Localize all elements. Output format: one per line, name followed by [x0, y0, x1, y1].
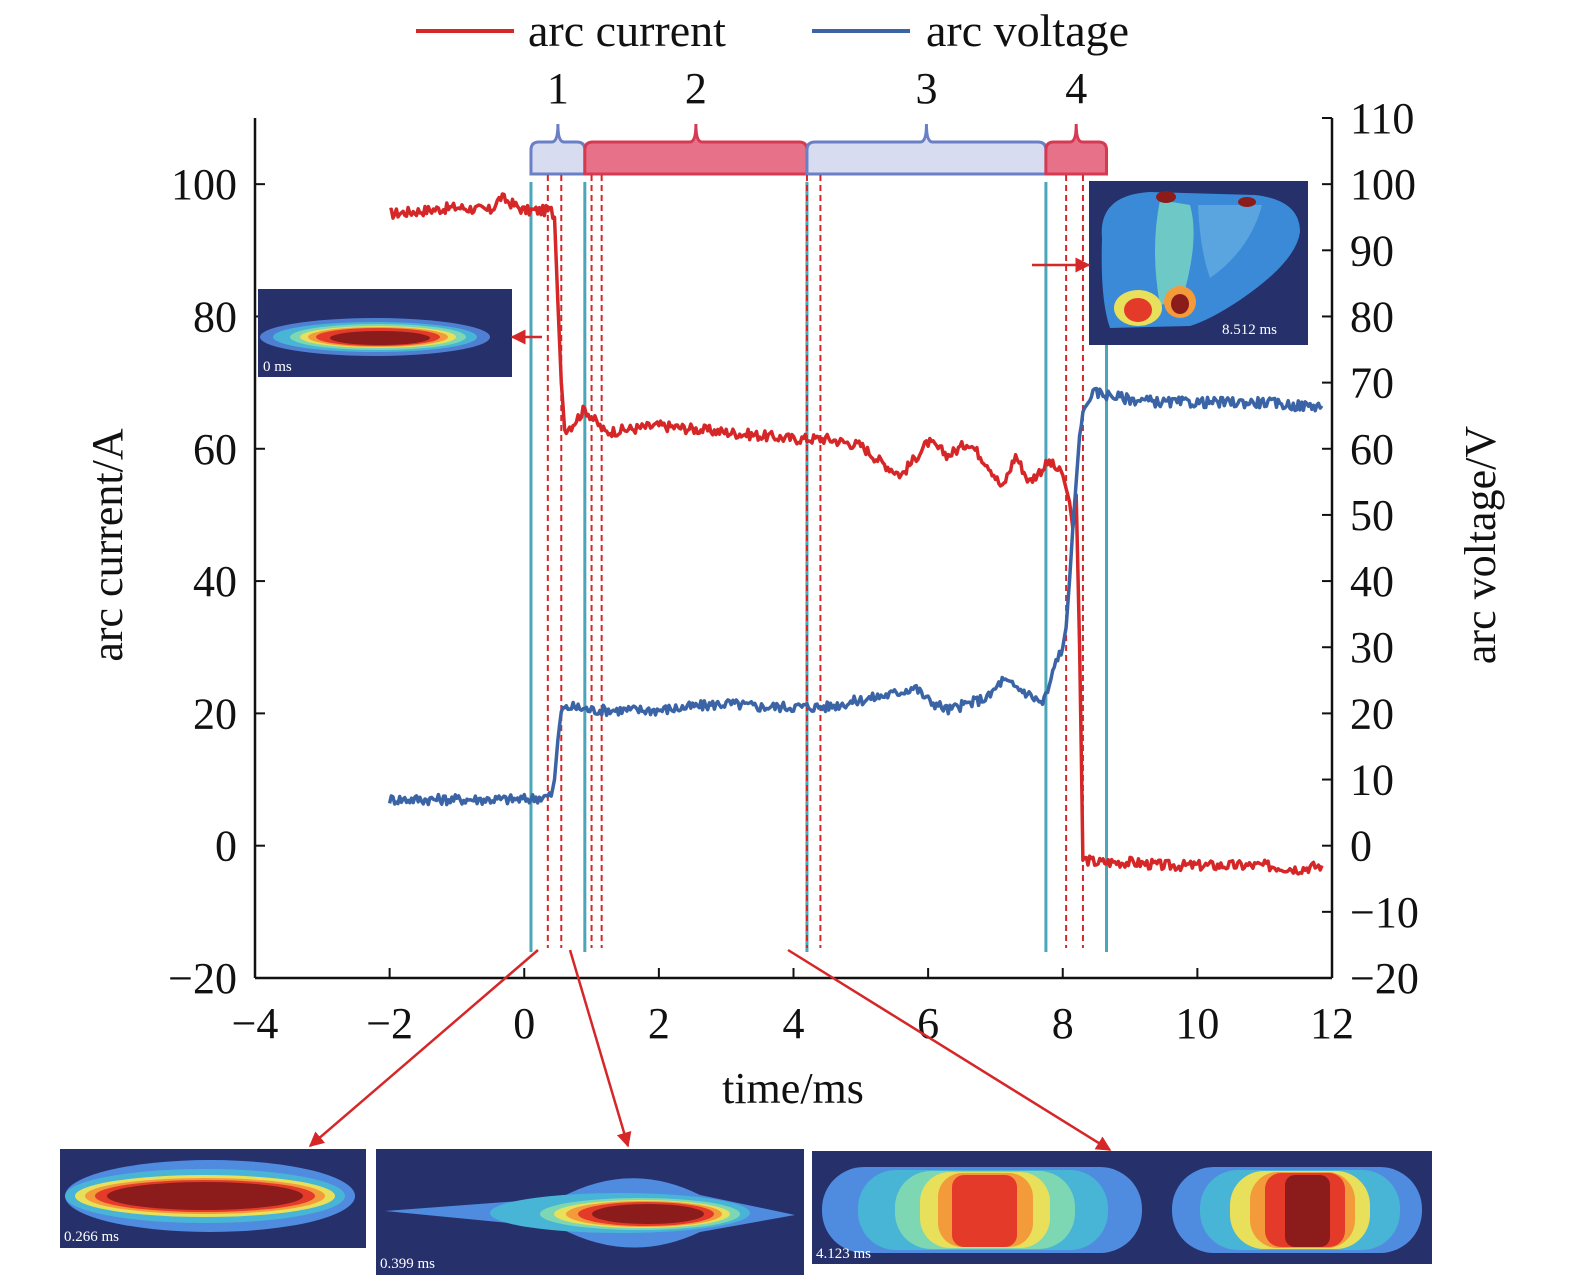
right-tick-label: 70	[1350, 359, 1394, 408]
right-tick-label: 30	[1350, 623, 1394, 672]
left-tick-label: −20	[168, 954, 237, 1003]
legend-label-arc-voltage: arc voltage	[926, 5, 1129, 56]
phase-label-3: 3	[915, 64, 937, 113]
x-tick-label: −4	[232, 999, 279, 1048]
phase-brackets: 1 2 3 4	[529, 64, 1108, 176]
x-tick-label: 12	[1310, 999, 1354, 1048]
phase-bracket-2	[583, 123, 809, 176]
inset-0399ms: 0.399 ms	[376, 1149, 804, 1275]
legend: arc current arc voltage	[416, 5, 1129, 56]
legend-label-arc-current: arc current	[528, 5, 726, 56]
phase-bracket-4	[1044, 123, 1108, 176]
right-tick-label: 110	[1350, 94, 1414, 143]
right-tick-label: 80	[1350, 292, 1394, 341]
series-line-arc-voltage	[387, 386, 1324, 807]
right-tick-label: 20	[1350, 689, 1394, 738]
ticks: −4 −2 0 2 4 6 8 10 12−20020406080100−20−10010203…	[168, 94, 1419, 1048]
left-tick-label: 80	[193, 292, 237, 341]
phase-label-1: 1	[547, 64, 569, 113]
left-tick-label: 0	[215, 822, 237, 871]
left-tick-label: 100	[171, 160, 237, 209]
right-tick-label: −10	[1350, 888, 1419, 937]
right-tick-label: 100	[1350, 160, 1416, 209]
series	[387, 192, 1324, 876]
right-axis-title: arc voltage/V	[1456, 426, 1505, 664]
left-tick-label: 20	[193, 689, 237, 738]
right-tick-label: −20	[1350, 954, 1419, 1003]
series-line-arc-current	[389, 192, 1324, 876]
marker-lines	[529, 175, 1109, 952]
right-tick-label: 40	[1350, 557, 1394, 606]
left-tick-label: 60	[193, 425, 237, 474]
inset-0266ms: 0.266 ms	[60, 1149, 366, 1248]
inset-4123ms: 4.123 ms	[812, 1151, 1432, 1264]
left-tick-label: 40	[193, 557, 237, 606]
right-tick-label: 60	[1350, 425, 1394, 474]
phase-label-4: 4	[1065, 64, 1087, 113]
x-axis-title: time/ms	[722, 1064, 864, 1113]
inset-time-label: 4.123 ms	[816, 1246, 871, 1262]
phase-label-2: 2	[685, 64, 707, 113]
right-tick-label: 90	[1350, 226, 1394, 275]
phase-bracket-3	[805, 123, 1048, 176]
phase-bracket-1	[529, 123, 587, 176]
right-tick-label: 0	[1350, 822, 1372, 871]
arrow-to-4123ms	[787, 948, 1112, 1152]
x-tick-label: 4	[783, 999, 805, 1048]
inset-time-label: 0.266 ms	[64, 1229, 119, 1245]
inset-8512ms: 8.512 ms	[1089, 181, 1308, 345]
x-tick-label: 10	[1175, 999, 1219, 1048]
x-tick-label: 2	[648, 999, 670, 1048]
inset-time-label: 0.399 ms	[380, 1256, 435, 1272]
inset-time-label: 8.512 ms	[1222, 322, 1277, 338]
callout-arrows	[308, 257, 1112, 1152]
x-tick-label: 0	[513, 999, 535, 1048]
right-tick-label: 50	[1350, 491, 1394, 540]
x-tick-label: −2	[366, 999, 413, 1048]
inset-0ms: 0 ms	[258, 289, 512, 377]
arrow-to-0266ms	[308, 949, 539, 1147]
left-axis-title: arc current/A	[83, 428, 132, 662]
right-tick-label: 10	[1350, 756, 1394, 805]
inset-time-label: 0 ms	[263, 359, 292, 375]
x-tick-label: 6	[917, 999, 939, 1048]
x-tick-label: 8	[1052, 999, 1074, 1048]
arrow-to-0399ms	[568, 949, 632, 1148]
